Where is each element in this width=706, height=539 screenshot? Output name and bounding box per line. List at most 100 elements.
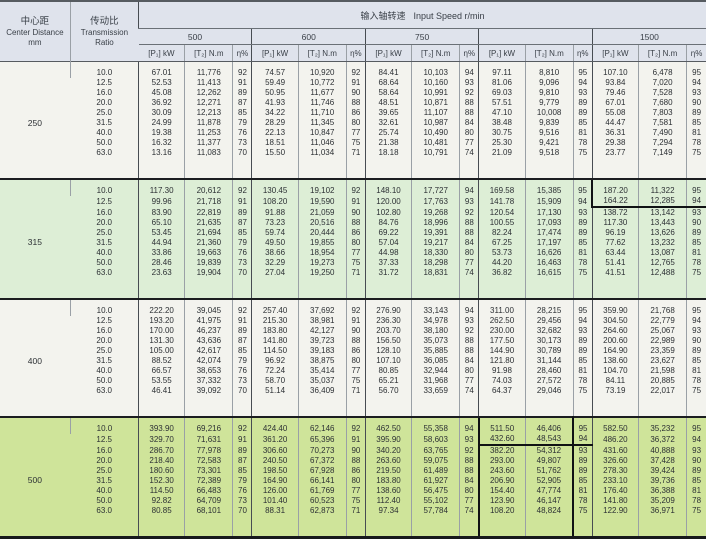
power-cell: 31.72 — [364, 268, 412, 299]
efficiency-col-header: η% — [232, 44, 252, 62]
power-cell: 432.60 — [477, 434, 526, 446]
power-cell: 170.00 — [138, 326, 185, 336]
ratio-value: 25.0 — [96, 466, 112, 475]
torque-cell: 36,085 — [411, 356, 460, 366]
efficiency-cell: 91 — [232, 196, 252, 207]
ratio-value: 10.0 — [69, 61, 139, 78]
header-row-top: 中心距 Center Distance mm 传动比 Transmission Ratio… — [0, 1, 706, 62]
torque-cell: 46,406 — [524, 416, 575, 434]
efficiency-cell: 88 — [459, 108, 479, 118]
transmission-ratio-label-en2: Ratio — [95, 37, 114, 47]
efficiency-cell: 84 — [459, 118, 479, 128]
data-row: 40.0 66.57 38,653 76 72.24 35,414 77 80.85 32,94… — [0, 366, 706, 376]
torque-cell: 17,197 — [524, 238, 574, 248]
power-cell: 69.03 — [478, 88, 526, 98]
power-cell: 13.16 — [138, 148, 185, 179]
torque-cell: 21,598 — [637, 366, 687, 376]
ratio-value: 63.0 — [96, 268, 112, 277]
torque-cell: 38,180 — [411, 326, 460, 336]
power-cell: 257.40 — [251, 298, 299, 316]
efficiency-cell: 78 — [686, 496, 706, 506]
efficiency-cell: 78 — [572, 258, 593, 268]
torque-cell: 39,183 — [297, 346, 347, 356]
power-cell: 393.90 — [138, 416, 185, 434]
efficiency-cell: 75 — [572, 386, 593, 417]
efficiency-cell: 89 — [686, 108, 706, 118]
efficiency-cell: 75 — [686, 386, 706, 417]
speed-label: 500 — [138, 28, 252, 45]
data-row: 31.5 24.99 11,878 79 28.29 11,345 80 32.61 10,98… — [0, 118, 706, 128]
ratio-value: 10.0 — [69, 416, 139, 434]
data-row: 63.0 80.85 68,101 70 88.31 62,873 71 97.34 57,78… — [0, 506, 706, 538]
power-cell: 58.70 — [251, 376, 299, 386]
torque-cell: 28,460 — [524, 366, 574, 376]
power-cell: 177.50 — [478, 336, 526, 346]
power-cell: 326.60 — [591, 456, 639, 466]
torque-cell: 61,927 — [411, 476, 460, 486]
power-cell: 183.80 — [251, 326, 299, 336]
power-col-header: [P₁] kW — [251, 44, 299, 62]
efficiency-cell: 75 — [345, 258, 366, 268]
data-row: 16.0 286.70 77,978 89 306.60 70,273 90 340.20 63… — [0, 445, 706, 456]
efficiency-cell: 84 — [459, 238, 479, 248]
torque-cell: 10,847 — [297, 128, 347, 138]
torque-cell: 60,523 — [297, 496, 347, 506]
efficiency-cell: 80 — [345, 476, 366, 486]
power-cell: 24.99 — [138, 118, 185, 128]
data-row: 50.0 16.32 11,377 73 18.51 11,046 75 21.38 10,48… — [0, 138, 706, 148]
power-cell: 83.90 — [138, 207, 185, 218]
power-cell: 156.50 — [364, 336, 412, 346]
torque-cell: 10,772 — [297, 78, 347, 88]
torque-cell: 18,298 — [411, 258, 460, 268]
power-cell: 47.10 — [478, 108, 526, 118]
power-cell: 53.45 — [138, 228, 185, 238]
torque-cell: 37,332 — [184, 376, 233, 386]
ratio-value: 20.0 — [96, 218, 112, 227]
ratio-value: 12.5 — [96, 434, 112, 444]
power-cell: 286.70 — [138, 445, 185, 456]
efficiency-cell: 90 — [345, 88, 366, 98]
ratio-value: 10.0 — [69, 178, 139, 196]
efficiency-cell: 92 — [345, 298, 366, 316]
efficiency-cell: 91 — [345, 196, 366, 207]
torque-cell: 10,991 — [411, 88, 460, 98]
power-cell: 74.57 — [251, 61, 299, 78]
torque-cell: 13,087 — [637, 248, 687, 258]
torque-cell: 19,268 — [411, 207, 460, 218]
torque-cell: 48,824 — [524, 506, 575, 538]
power-cell: 67.25 — [478, 238, 526, 248]
power-cell: 264.60 — [591, 326, 639, 336]
torque-cell: 39,045 — [184, 298, 233, 316]
torque-cell: 10,871 — [411, 98, 460, 108]
torque-cell: 7,490 — [637, 128, 687, 138]
data-row: 50.0 92.82 64,709 73 101.40 60,523 75 112.40 55,… — [0, 496, 706, 506]
ratio-value: 12.5 — [96, 196, 112, 206]
efficiency-cell: 89 — [572, 98, 593, 108]
torque-cell: 20,444 — [297, 228, 347, 238]
power-cell: 50.95 — [251, 88, 299, 98]
efficiency-cell: 84 — [459, 476, 479, 486]
power-cell: 193.20 — [138, 316, 185, 326]
torque-cell: 9,518 — [524, 148, 574, 179]
efficiency-cell: 75 — [686, 148, 706, 179]
data-row: 50.0 28.46 19,839 73 32.29 19,273 75 37.33 18,29… — [0, 258, 706, 268]
torque-cell: 36,388 — [637, 486, 687, 496]
torque-cell: 19,663 — [184, 248, 233, 258]
power-cell: 22.13 — [251, 128, 299, 138]
power-cell: 59.74 — [251, 228, 299, 238]
torque-cell: 10,791 — [411, 148, 460, 179]
torque-cell: 39,736 — [637, 476, 687, 486]
ratio-value: 20.0 — [96, 98, 112, 107]
torque-cell: 10,920 — [297, 61, 347, 78]
torque-cell: 11,878 — [184, 118, 233, 128]
efficiency-cell: 70 — [232, 148, 252, 179]
power-cell: 66.57 — [138, 366, 185, 376]
efficiency-cell: 81 — [686, 248, 706, 258]
efficiency-cell: 89 — [686, 466, 706, 476]
efficiency-cell: 85 — [686, 476, 706, 486]
data-row: 16.0 45.08 12,262 89 50.95 11,677 90 58.64 10,99… — [0, 88, 706, 98]
efficiency-cell: 88 — [459, 336, 479, 346]
torque-cell: 9,779 — [524, 98, 574, 108]
ratio-value: 50.0 — [96, 138, 112, 147]
data-row: 400 10.0 222.20 39,045 92 257.40 37,692 92 276.9… — [0, 298, 706, 417]
